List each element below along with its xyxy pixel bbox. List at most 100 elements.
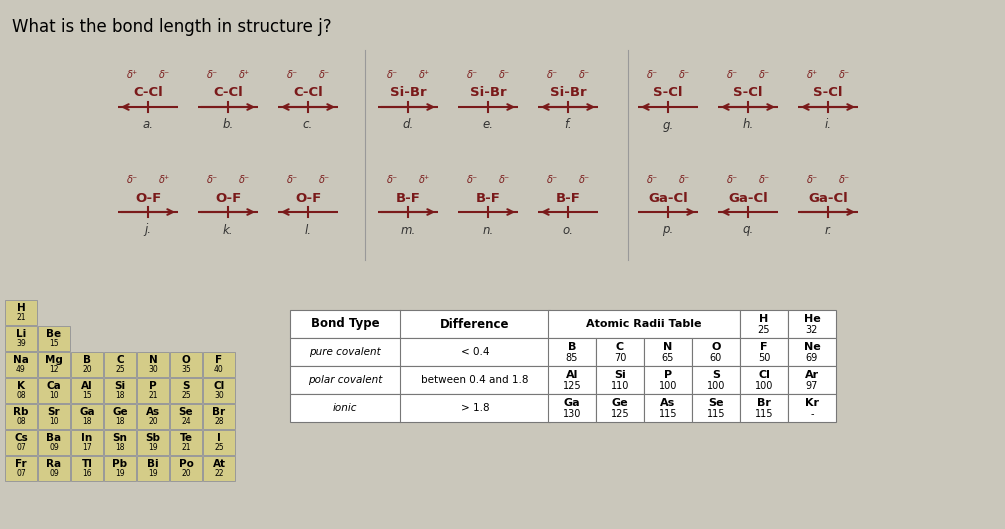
Text: P: P [664, 370, 672, 380]
Bar [596, 366, 644, 394]
Text: r.: r. [824, 223, 832, 236]
Text: Ra: Ra [46, 459, 61, 469]
Text: 18: 18 [82, 417, 91, 426]
Text: δ⁻: δ⁻ [127, 175, 138, 185]
Text: δ⁻: δ⁻ [759, 70, 770, 80]
Text: Fr: Fr [15, 459, 27, 469]
Text: pure covalent: pure covalent [310, 347, 381, 357]
Text: F: F [215, 355, 222, 365]
Bar [5, 404, 37, 429]
Bar [137, 404, 169, 429]
Bar [5, 300, 37, 325]
Bar [290, 310, 550, 338]
Bar [290, 394, 550, 422]
Text: 19: 19 [116, 470, 125, 479]
Text: Cl: Cl [758, 370, 770, 380]
Bar [170, 430, 202, 455]
Text: N: N [663, 342, 672, 352]
Text: δ⁻: δ⁻ [466, 175, 477, 185]
Bar [104, 378, 136, 403]
Bar [644, 366, 692, 394]
Text: Al: Al [81, 381, 92, 391]
Text: 21: 21 [181, 443, 191, 452]
Text: b.: b. [222, 118, 233, 132]
Text: 10: 10 [49, 417, 59, 426]
Text: Bond Type: Bond Type [311, 317, 379, 331]
Text: Ga-Cl: Ga-Cl [648, 191, 687, 205]
Text: 28: 28 [214, 417, 224, 426]
Text: δ⁻: δ⁻ [319, 70, 330, 80]
Text: δ⁺: δ⁺ [418, 175, 429, 185]
Bar [548, 338, 596, 366]
Text: C-Cl: C-Cl [213, 87, 243, 99]
Text: 125: 125 [611, 409, 629, 419]
Bar [203, 404, 235, 429]
Text: 130: 130 [563, 409, 581, 419]
Bar [38, 430, 70, 455]
Bar [104, 430, 136, 455]
Bar [137, 352, 169, 377]
Text: 65: 65 [662, 353, 674, 363]
Bar [38, 378, 70, 403]
Text: P: P [149, 381, 157, 391]
Text: F: F [760, 342, 768, 352]
Text: δ⁺: δ⁺ [159, 175, 170, 185]
Text: δ⁻: δ⁻ [838, 175, 849, 185]
Text: 30: 30 [148, 366, 158, 375]
Text: δ⁻: δ⁻ [159, 70, 170, 80]
Text: Bi: Bi [147, 459, 159, 469]
Bar [203, 456, 235, 481]
Text: δ⁻: δ⁻ [759, 175, 770, 185]
Text: < 0.4: < 0.4 [460, 347, 489, 357]
Text: e.: e. [482, 118, 493, 132]
Text: Si: Si [115, 381, 126, 391]
Text: Atomic Radii Table: Atomic Radii Table [586, 319, 701, 329]
Text: C-Cl: C-Cl [293, 87, 323, 99]
Text: N: N [149, 355, 158, 365]
Text: O-F: O-F [215, 191, 241, 205]
Bar [71, 378, 103, 403]
Text: δ⁻: δ⁻ [286, 175, 297, 185]
Text: a.: a. [143, 118, 154, 132]
Bar [548, 366, 596, 394]
Text: 21: 21 [16, 314, 26, 323]
Bar [740, 394, 788, 422]
Bar [596, 394, 644, 422]
Text: Ne: Ne [804, 342, 820, 352]
Bar [692, 338, 740, 366]
Text: n.: n. [482, 223, 493, 236]
Text: 100: 100 [659, 381, 677, 391]
Text: 25: 25 [116, 366, 125, 375]
Text: 40: 40 [214, 366, 224, 375]
Text: 07: 07 [16, 470, 26, 479]
Text: q.: q. [743, 223, 754, 236]
Text: 25: 25 [758, 325, 770, 335]
Bar [170, 456, 202, 481]
Text: At: At [212, 459, 225, 469]
Text: Se: Se [709, 398, 724, 408]
Text: Ga-Cl: Ga-Cl [808, 191, 848, 205]
Text: δ⁻: δ⁻ [547, 70, 558, 80]
Bar [71, 430, 103, 455]
Text: δ⁻: δ⁻ [466, 70, 477, 80]
Text: δ⁻: δ⁻ [206, 70, 217, 80]
Text: 12: 12 [49, 366, 58, 375]
Text: 39: 39 [16, 340, 26, 349]
Text: Tl: Tl [81, 459, 92, 469]
Text: 20: 20 [181, 470, 191, 479]
Text: O: O [182, 355, 190, 365]
Text: -: - [810, 409, 814, 419]
Text: 100: 100 [755, 381, 773, 391]
Text: 69: 69 [806, 353, 818, 363]
Text: m.: m. [400, 223, 416, 236]
Bar [104, 404, 136, 429]
Bar [290, 366, 550, 394]
Bar [788, 338, 836, 366]
Text: Sn: Sn [113, 433, 128, 443]
Text: δ⁻: δ⁻ [727, 175, 738, 185]
Text: S-Cl: S-Cl [734, 87, 763, 99]
Text: 20: 20 [82, 366, 91, 375]
Text: 25: 25 [214, 443, 224, 452]
Text: δ⁻: δ⁻ [206, 175, 217, 185]
Text: 100: 100 [707, 381, 726, 391]
